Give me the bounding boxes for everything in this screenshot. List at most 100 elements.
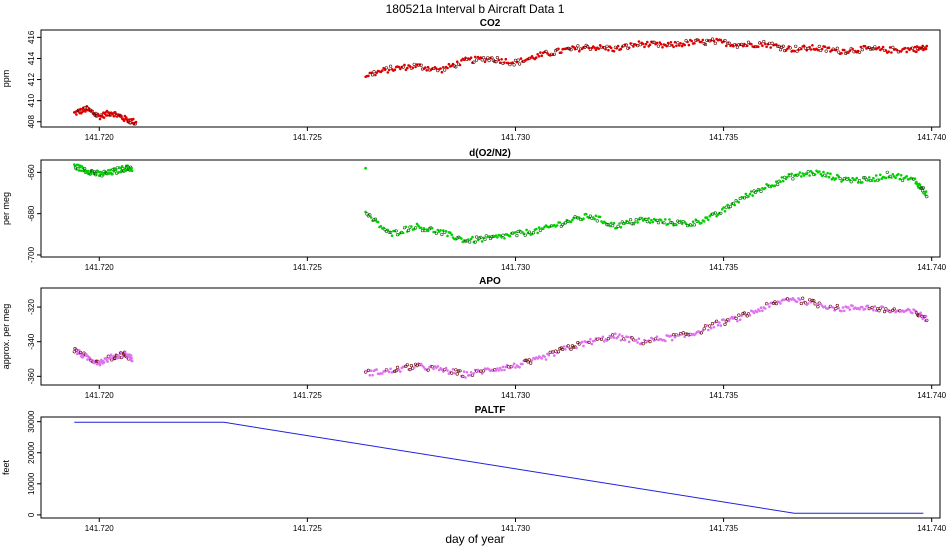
x-tick-label: 141.725 (293, 391, 322, 400)
data-point (916, 313, 920, 317)
data-point (877, 309, 881, 313)
data-point (601, 335, 605, 339)
data-point (877, 46, 881, 49)
data-point (645, 220, 649, 224)
data-point (455, 60, 459, 63)
data-point (655, 41, 659, 45)
data-point (525, 228, 528, 232)
data-point (444, 230, 448, 233)
data-point (609, 336, 613, 339)
data-point (558, 221, 562, 224)
data-point (722, 206, 725, 209)
data-point (446, 234, 449, 238)
data-point (443, 68, 447, 72)
data-point (74, 348, 78, 352)
data-point (777, 44, 781, 49)
y-tick-label: 414 (27, 51, 36, 65)
data-point (503, 368, 506, 372)
data-point (887, 175, 890, 179)
data-point (871, 47, 876, 51)
data-point (516, 58, 520, 62)
data-point (437, 368, 441, 372)
data-point (88, 172, 92, 176)
data-point (440, 70, 444, 74)
data-point (605, 223, 609, 227)
data-point (737, 201, 741, 204)
data-point (670, 221, 674, 225)
data-point (785, 297, 790, 301)
data-point (644, 217, 648, 221)
data-point (762, 39, 766, 44)
x-axis-label: day of year (445, 532, 504, 546)
data-point (540, 357, 544, 360)
data-point (679, 42, 682, 45)
data-point (802, 44, 806, 48)
data-point (426, 65, 430, 69)
data-point (884, 307, 888, 311)
data-point (921, 186, 926, 190)
data-point (422, 366, 426, 369)
data-point (530, 232, 534, 236)
data-point (496, 367, 499, 370)
data-point (557, 47, 560, 51)
data-point (726, 203, 729, 207)
data-point (409, 364, 414, 368)
data-point (98, 363, 102, 367)
data-point (130, 169, 134, 172)
data-point (619, 226, 623, 229)
data-point (453, 371, 456, 375)
data-point (630, 222, 634, 226)
data-point (643, 338, 646, 342)
data-point (127, 118, 131, 121)
data-point (723, 210, 727, 213)
data-point (443, 368, 447, 372)
data-point (641, 342, 645, 346)
data-point (633, 221, 637, 224)
data-point (369, 216, 373, 219)
data-point (595, 219, 599, 223)
data-point (714, 319, 719, 323)
data-point (554, 349, 558, 353)
data-point (130, 359, 134, 363)
data-point (457, 369, 461, 373)
data-point (134, 120, 138, 124)
panel-title: PALTF (475, 405, 506, 416)
data-point (831, 176, 835, 180)
data-point (709, 326, 713, 330)
data-point (872, 308, 875, 312)
data-point (480, 58, 484, 62)
data-point (454, 65, 458, 69)
data-point (594, 48, 598, 52)
data-point (442, 66, 445, 69)
data-point (759, 42, 763, 45)
data-point (899, 50, 903, 53)
data-point (494, 234, 498, 237)
data-point (801, 172, 804, 175)
data-point (924, 47, 928, 51)
data-point (606, 337, 611, 341)
data-point (376, 220, 380, 224)
data-point (410, 225, 413, 228)
data-point (761, 309, 764, 313)
data-point (553, 354, 556, 357)
data-point (854, 178, 857, 182)
data-point (587, 340, 591, 345)
data-point (472, 60, 476, 64)
data-point (519, 57, 523, 60)
series-points (72, 296, 929, 379)
data-point (406, 230, 409, 233)
data-point (473, 55, 477, 59)
data-point (526, 231, 530, 235)
data-point (787, 45, 791, 48)
data-point (848, 49, 852, 53)
data-point (924, 190, 928, 193)
data-point (539, 51, 542, 54)
data-point (691, 220, 695, 223)
data-point (566, 344, 570, 348)
data-point (755, 310, 759, 314)
data-point (744, 313, 748, 317)
data-point (625, 219, 628, 223)
data-point (425, 69, 429, 72)
data-point (808, 45, 811, 49)
data-point (634, 339, 638, 342)
